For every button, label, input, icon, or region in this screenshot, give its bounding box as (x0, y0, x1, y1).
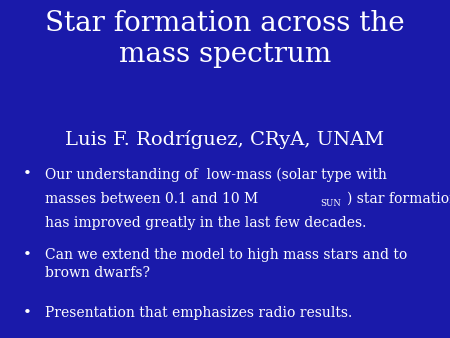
Text: Luis F. Rodríguez, CRyA, UNAM: Luis F. Rodríguez, CRyA, UNAM (65, 130, 385, 149)
Text: •: • (22, 248, 32, 262)
Text: •: • (22, 306, 32, 320)
Text: Can we extend the model to high mass stars and to
brown dwarfs?: Can we extend the model to high mass sta… (45, 248, 407, 280)
Text: Presentation that emphasizes radio results.: Presentation that emphasizes radio resul… (45, 306, 352, 320)
Text: has improved greatly in the last few decades.: has improved greatly in the last few dec… (45, 216, 366, 230)
Text: SUN: SUN (320, 199, 341, 208)
Text: •: • (22, 167, 32, 181)
Text: masses between 0.1 and 10 M: masses between 0.1 and 10 M (45, 192, 258, 206)
Text: Star formation across the
mass spectrum: Star formation across the mass spectrum (45, 10, 405, 68)
Text: Our understanding of  low-mass (solar type with: Our understanding of low-mass (solar typ… (45, 167, 387, 182)
Text: ) star formation: ) star formation (347, 192, 450, 206)
